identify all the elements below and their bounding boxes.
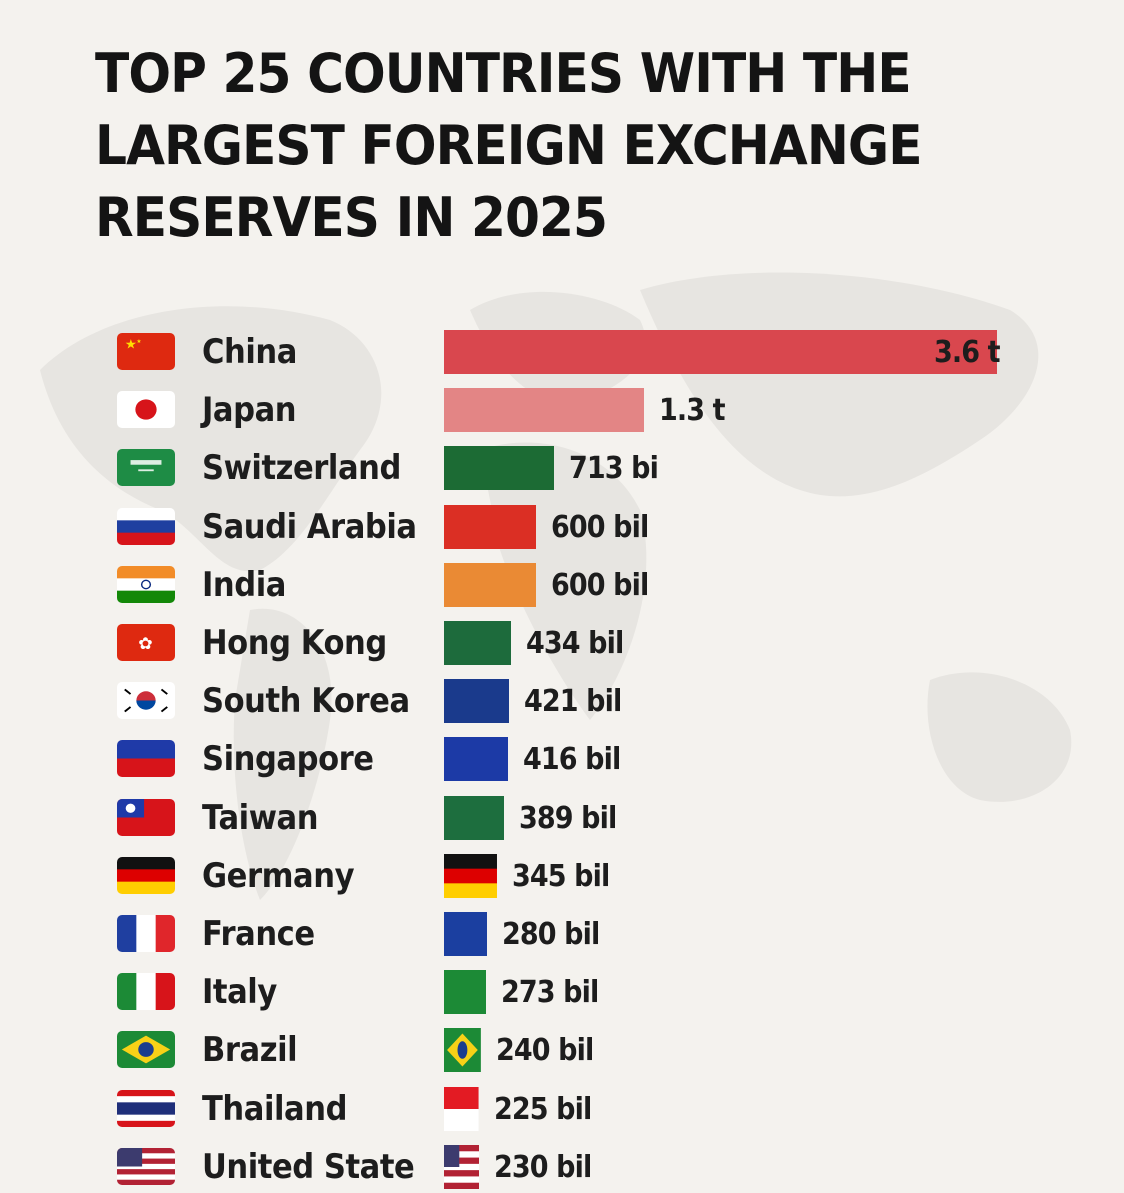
flag-france-icon [117,915,175,952]
category-label: China [202,332,297,372]
category-label: Saudi Arabia [202,506,417,547]
category-label: Taiwan [202,797,319,838]
value-label: 434 bil [525,626,624,661]
value-label: 1.3 t [658,393,726,429]
svg-text:✿: ✿ [138,634,153,653]
chart-title: TOP 25 COUNTRIES WITH THE LARGEST FOREIG… [95,42,923,249]
value-label: 600 bil [551,567,649,603]
world-map-background [40,272,1072,900]
bar-row-united-state: United State 230 bil [0,1142,1124,1192]
bar-row-thailand: Thailand 225 bil [0,1084,1124,1134]
category-label: Switzerland [202,448,401,489]
value-label: 280 bil [502,917,600,952]
bar [444,621,511,665]
bar-row-switzerland: Switzerland 713 bi [0,443,1124,493]
flag-russia-icon [117,507,175,545]
flag-thailand-icon [117,1089,175,1127]
value-label: 416 bil [522,742,621,778]
bar-row-india: India 600 bil [0,560,1124,610]
value-label: 240 bil [495,1033,594,1069]
bar-row-france: France 280 bil [0,909,1124,959]
category-label: Germany [202,855,355,896]
bar [444,504,537,549]
bar-row-singapore: Singapore 416 bil [0,734,1124,784]
flag-taiwan-icon [117,798,175,836]
flag-japan-icon [117,391,175,429]
bar-row-taiwan: Taiwan 389 bil [0,793,1124,843]
value-label: 273 bil [500,975,599,1011]
value-label: 225 bil [493,1091,592,1127]
flag-hongkong-icon: ✿ [117,624,175,661]
bar [444,970,486,1015]
category-label: Brazil [202,1030,298,1071]
svg-text:★: ★ [136,338,141,345]
bar-row-brazil: Brazil 240 bil [0,1025,1124,1075]
category-label: Singapore [202,739,374,780]
bar [444,1028,481,1073]
bar [444,388,644,433]
flag-southkorea-icon [117,682,175,720]
value-label: 389 bil [518,800,617,836]
flag-brazil-icon [117,1031,175,1069]
bar-row-south-korea: South Korea 421 bil [0,676,1124,726]
flag-germany-icon [117,856,175,894]
bar [444,1086,479,1131]
flag-usa-icon [117,1147,175,1185]
category-label: United State [202,1146,415,1187]
value-label: 600 bil [551,509,649,545]
value-label: 345 bil [511,858,610,894]
value-label: 230 bil [494,1149,592,1185]
svg-text:★: ★ [125,337,137,352]
category-label: Thailand [202,1088,348,1129]
category-label: Italy [202,972,277,1013]
flag-singapore-icon [117,740,175,778]
flag-china-icon: ★ ★ [117,333,175,370]
bar [444,562,537,607]
bar [444,737,508,782]
bar [444,1144,480,1189]
bar-row-hong-kong: ✿ Hong Kong 434 bil [0,618,1124,668]
bar-row-germany: Germany 345 bil [0,851,1124,901]
bar [444,795,504,840]
flag-italy-icon [117,973,175,1011]
bar [444,679,509,724]
bar-row-saudi-arabia: Saudi Arabia 600 bil [0,502,1124,552]
bar [444,912,487,956]
category-label: India [202,564,286,605]
bar-row-japan: Japan 1.3 t [0,385,1124,435]
category-label: Japan [202,390,297,431]
bar-row-china: ★ ★ China 3.6 t [0,327,1124,377]
bar [444,446,554,491]
category-label: France [202,914,315,954]
value-label: 713 bi [568,451,659,487]
bar [444,330,997,374]
value-label: 3.6 t [934,335,1001,370]
value-label: 421 bil [523,684,622,720]
category-label: South Korea [202,681,410,722]
flag-saudi-icon [117,449,175,487]
category-label: Hong Kong [202,623,387,663]
bar [444,853,497,898]
bar-row-italy: Italy 273 bil [0,967,1124,1017]
flag-india-icon [117,565,175,603]
